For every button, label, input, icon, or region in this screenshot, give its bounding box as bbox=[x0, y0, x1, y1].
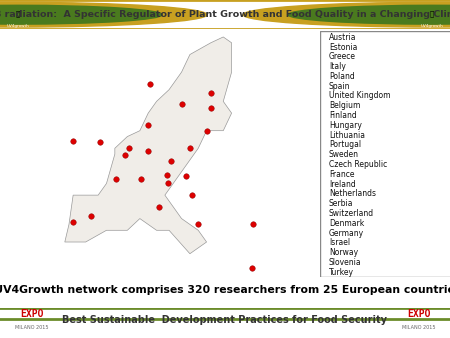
Circle shape bbox=[243, 2, 450, 27]
Text: UV4growth: UV4growth bbox=[421, 24, 443, 28]
Text: Belgium: Belgium bbox=[329, 101, 360, 110]
Text: Best Sustainable  Development Practices for Food Security: Best Sustainable Development Practices f… bbox=[63, 315, 387, 325]
Text: UV-B radiation:  A Specific Regulator of Plant Growth and Food Quality in a Chan: UV-B radiation: A Specific Regulator of … bbox=[0, 9, 450, 19]
Text: MILANO 2015: MILANO 2015 bbox=[402, 325, 435, 330]
Text: Germany: Germany bbox=[329, 228, 364, 238]
Text: Denmark: Denmark bbox=[329, 219, 364, 228]
Text: Poland: Poland bbox=[329, 72, 355, 81]
Text: Turkey: Turkey bbox=[329, 268, 354, 277]
Text: Portugal: Portugal bbox=[329, 141, 361, 149]
Text: 🌱: 🌱 bbox=[430, 11, 434, 18]
Text: Norway: Norway bbox=[329, 248, 358, 257]
Text: The UV4Growth network comprises 320 researchers from 25 European countries.....: The UV4Growth network comprises 320 rese… bbox=[0, 285, 450, 295]
Text: Lithuania: Lithuania bbox=[329, 131, 365, 140]
Polygon shape bbox=[65, 37, 232, 254]
Text: Austria: Austria bbox=[329, 33, 356, 42]
Text: Estonia: Estonia bbox=[329, 43, 357, 51]
Text: Ireland: Ireland bbox=[329, 179, 356, 189]
Text: Israel: Israel bbox=[329, 238, 350, 247]
Text: Sweden: Sweden bbox=[329, 150, 359, 159]
Text: UV4growth: UV4growth bbox=[7, 24, 29, 28]
Text: Serbia: Serbia bbox=[329, 199, 353, 208]
Text: Greece: Greece bbox=[329, 52, 356, 61]
Text: Netherlands: Netherlands bbox=[329, 189, 376, 198]
Text: Italy: Italy bbox=[329, 62, 346, 71]
Text: Czech Republic: Czech Republic bbox=[329, 160, 387, 169]
Text: EXPO: EXPO bbox=[407, 309, 430, 319]
Text: France: France bbox=[329, 170, 354, 179]
Text: Hungary: Hungary bbox=[329, 121, 362, 130]
Circle shape bbox=[0, 2, 207, 27]
Text: 🌱: 🌱 bbox=[16, 11, 20, 18]
Text: Switzerland: Switzerland bbox=[329, 209, 374, 218]
Text: Slovenia: Slovenia bbox=[329, 258, 361, 267]
Text: EXPO: EXPO bbox=[20, 309, 43, 319]
Circle shape bbox=[0, 5, 162, 24]
Text: United Kingdom: United Kingdom bbox=[329, 92, 390, 100]
Text: MILANO 2015: MILANO 2015 bbox=[15, 325, 48, 330]
Circle shape bbox=[288, 5, 450, 24]
Text: Spain: Spain bbox=[329, 82, 350, 91]
Text: Finland: Finland bbox=[329, 111, 356, 120]
